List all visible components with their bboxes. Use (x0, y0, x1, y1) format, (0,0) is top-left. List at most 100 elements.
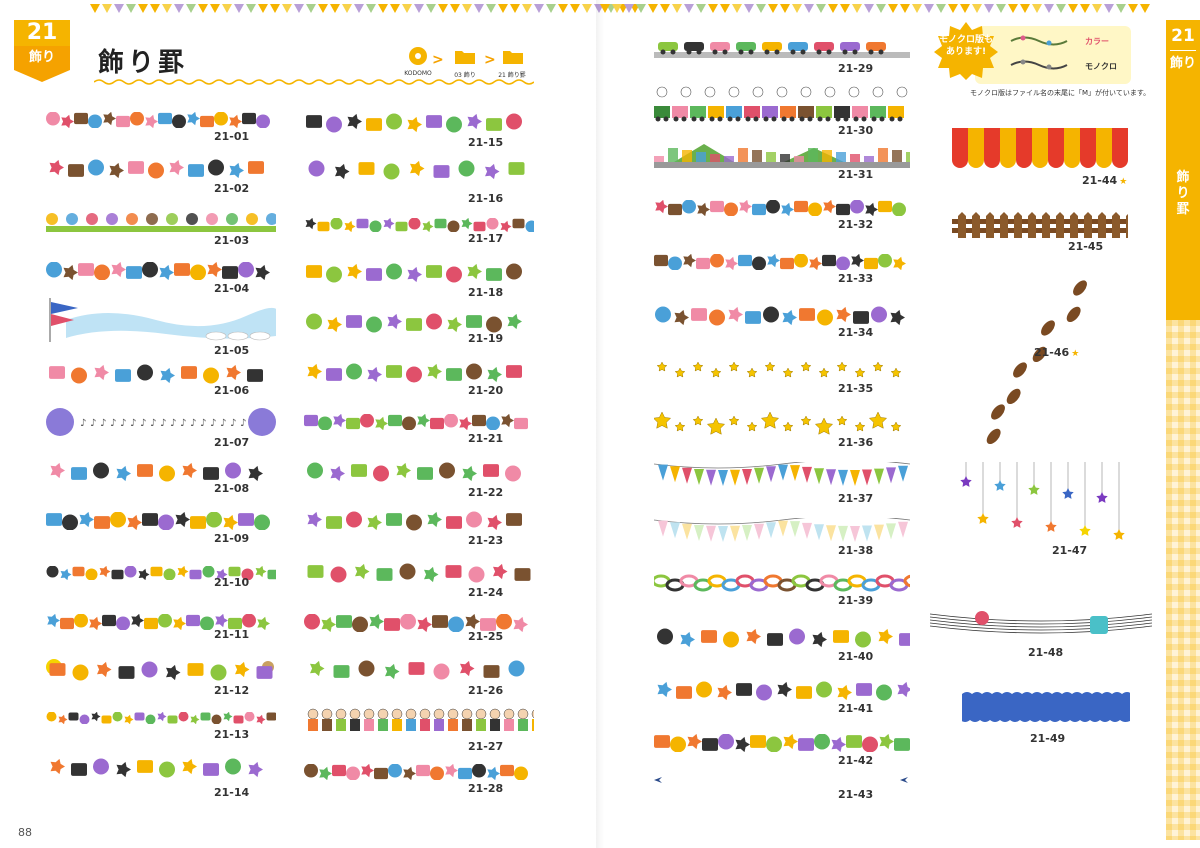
svg-text:♪: ♪ (220, 418, 226, 429)
chapter-title-vertical: 飾 り 罫 (1166, 170, 1200, 218)
chapter-number: 21 (1171, 26, 1195, 46)
vegetables-flags-border (307, 563, 531, 583)
svg-text:♪: ♪ (120, 418, 126, 429)
border-item-label: 21-06 (214, 384, 249, 397)
item-id: 21-11 (214, 628, 250, 641)
moon-grass-border (46, 659, 274, 681)
item-id: 21-32 (838, 218, 874, 231)
border-item-label: 21-23 (468, 534, 503, 547)
folder-icon (503, 51, 523, 64)
svg-text:♪: ♪ (140, 418, 146, 429)
item-id: 21-30 (838, 124, 874, 137)
chevron-right-icon: > (432, 52, 444, 68)
border-item-label: 21-25 (468, 630, 503, 643)
leaves-vine-border (655, 200, 906, 216)
swallows-border (654, 777, 908, 783)
bunting-border (654, 462, 910, 486)
chevron-right-icon: > (484, 52, 496, 68)
mono-note-box: カラー モノクロ (975, 26, 1131, 84)
border-item-label: 21-31 (838, 168, 873, 181)
star-icon: ★ (1071, 349, 1080, 359)
item-id: 21-23 (468, 534, 504, 547)
item-id: 21-25 (468, 630, 504, 643)
dinosaur-border (307, 462, 521, 482)
border-item-label: 21-19 (468, 332, 503, 345)
hydrangea-music-border: ♪ ♪ ♪ ♪ ♪ ♪ ♪ ♪ ♪ ♪ ♪ ♪ ♪ ♪ ♪ ♪ ♪ (46, 408, 276, 436)
chapter-number: 21 (14, 20, 70, 46)
item-id: 21-05 (214, 344, 250, 357)
pastel-bunting-border (654, 518, 910, 542)
awning-border (952, 128, 1128, 168)
item-id: 21-10 (214, 576, 250, 589)
item-id: 21-15 (468, 136, 504, 149)
border-item-label: 21-41 (838, 702, 873, 715)
title-underline-wave (94, 79, 534, 85)
chapter-side-tab: 21 飾り 飾 り 罫 (1166, 20, 1200, 320)
turtles-border (47, 614, 270, 630)
border-item-label: 21-36 (838, 436, 873, 449)
left-page: 21 飾り 飾り罫 KODOMO > 03 飾り > 21 飾り罫 88 (14, 4, 640, 839)
page-number-left: 88 (18, 826, 32, 839)
snowman-border (306, 263, 522, 283)
item-id: 21-24 (468, 586, 504, 599)
item-id: 21-12 (214, 684, 250, 697)
chapter-title-char: り (1176, 186, 1190, 201)
border-item-label: 21-39 (838, 594, 873, 607)
mono-label: モノクロ (1085, 62, 1117, 71)
christmas-bells-border (305, 218, 534, 232)
border-item-label: 21-05 (214, 344, 249, 357)
chapter-title-char: 罫 (1176, 202, 1190, 217)
sailboat-border (49, 364, 263, 384)
svg-text:♪: ♪ (230, 418, 236, 429)
town-border (654, 144, 910, 168)
train-border (654, 86, 908, 122)
item-id: 21-17 (468, 232, 504, 245)
border-item-label: 21-04 (214, 282, 249, 295)
mono-note-description: モノクロ版はファイル名の末尾に「M」が付いています。 (970, 89, 1151, 97)
svg-text:♪: ♪ (130, 418, 136, 429)
item-id: 21-47 (1052, 544, 1088, 557)
border-item-label: 21-03 (214, 234, 249, 247)
border-item-label: 21-42 (838, 754, 873, 767)
halloween-bat-border (308, 160, 525, 180)
item-id: 21-18 (468, 286, 504, 299)
chapter-title-char: 飾 (1176, 170, 1190, 185)
border-item-label: 21-12 (214, 684, 249, 697)
border-item-label: 21-20 (468, 384, 503, 397)
item-id: 21-36 (838, 436, 874, 449)
item-id: 21-26 (468, 684, 504, 697)
kids-faces-border (46, 512, 270, 530)
chapter-tab-arrow (14, 70, 70, 82)
chapter-label: 飾り (14, 46, 70, 70)
svg-text:♪: ♪ (200, 418, 206, 429)
item-id: 21-02 (214, 182, 250, 195)
color-label: カラー (1085, 37, 1109, 46)
border-item-label: 21-07 (214, 436, 249, 449)
item-id: 21-35 (838, 382, 874, 395)
item-id: 21-40 (838, 650, 874, 663)
border-item-label: 21-34 (838, 326, 873, 339)
border-item-label: 21-35 (838, 382, 873, 395)
border-item-label: 21-10 (214, 576, 249, 589)
item-id: 21-16 (468, 192, 504, 205)
item-id: 21-34 (838, 326, 874, 339)
footprints-border (986, 280, 1087, 445)
item-id: 21-13 (214, 728, 250, 741)
balls-border (304, 414, 528, 430)
item-id: 21-28 (468, 782, 504, 795)
border-item-label: 21-47 (1052, 544, 1087, 557)
svg-text:♪: ♪ (190, 418, 196, 429)
svg-text:♪: ♪ (240, 418, 246, 429)
birthday-border (654, 734, 910, 752)
halloween-pumpkin-border (306, 113, 522, 133)
children-line-border (307, 708, 534, 731)
page-title: 飾り罫 (98, 48, 189, 78)
wooden-fence-border (952, 212, 1128, 238)
svg-text:♪: ♪ (210, 418, 216, 429)
svg-text:♪: ♪ (100, 418, 106, 429)
color-vine-sample (1010, 35, 1068, 46)
disc-icon (409, 47, 427, 65)
item-id: 21-14 (214, 786, 250, 799)
burst-text: モノクロ版も あります! (938, 35, 993, 57)
kids-swimming-border (50, 462, 263, 482)
